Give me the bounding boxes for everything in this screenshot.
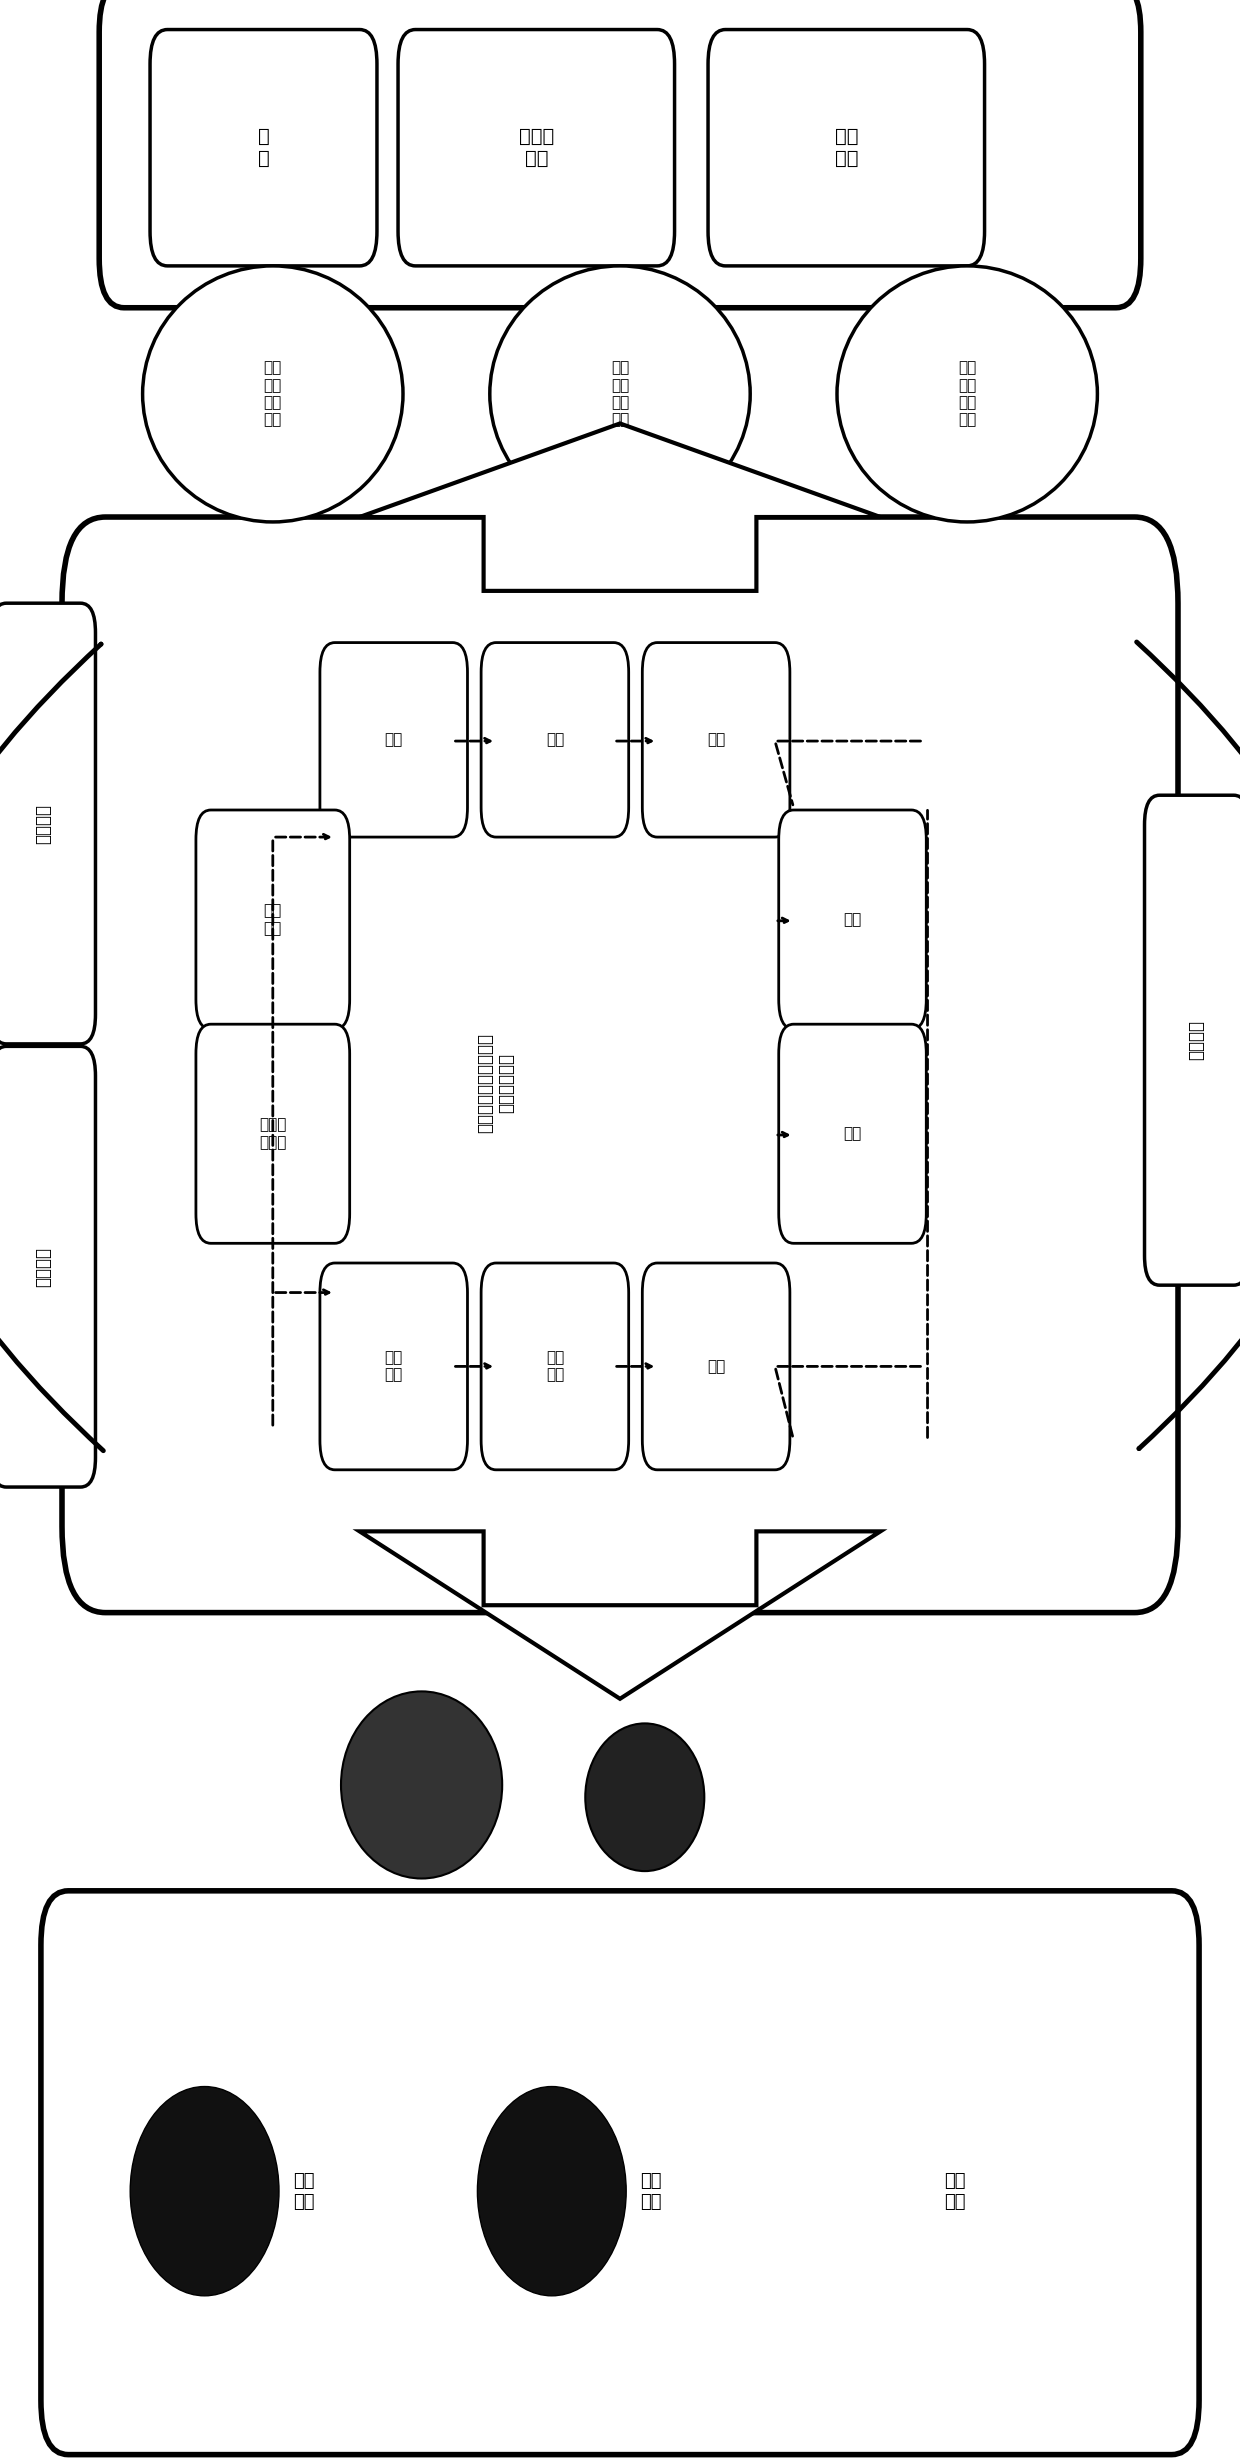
- Polygon shape: [360, 1531, 880, 1699]
- Text: 应用
智能
终端
系统: 应用 智能 终端 系统: [264, 359, 281, 428]
- FancyBboxPatch shape: [708, 30, 985, 266]
- Text: 应用
测试: 应用 测试: [384, 1349, 403, 1384]
- Text: 全
优: 全 优: [258, 128, 269, 167]
- FancyBboxPatch shape: [41, 1891, 1199, 2455]
- Text: 测试发布: 测试发布: [35, 803, 52, 844]
- FancyBboxPatch shape: [0, 603, 95, 1044]
- FancyBboxPatch shape: [150, 30, 377, 266]
- Text: 应用
注册: 应用 注册: [546, 1349, 564, 1384]
- Ellipse shape: [341, 1691, 502, 1879]
- FancyBboxPatch shape: [62, 517, 1178, 1613]
- Ellipse shape: [490, 266, 750, 522]
- Text: 提供应用: 提供应用: [35, 1246, 52, 1288]
- FancyBboxPatch shape: [196, 810, 350, 1029]
- Text: 选择性
优化: 选择性 优化: [518, 128, 554, 167]
- FancyBboxPatch shape: [779, 810, 926, 1029]
- Text: 应用
智能
终端
系统: 应用 智能 终端 系统: [959, 359, 976, 428]
- Text: 应用
商城: 应用 商城: [640, 2171, 662, 2211]
- Text: 监测: 监测: [843, 911, 862, 928]
- FancyBboxPatch shape: [779, 1024, 926, 1243]
- FancyBboxPatch shape: [481, 643, 629, 837]
- Ellipse shape: [837, 266, 1097, 522]
- Ellipse shape: [143, 266, 403, 522]
- FancyArrowPatch shape: [1137, 643, 1240, 1448]
- FancyArrowPatch shape: [0, 645, 103, 1450]
- FancyBboxPatch shape: [398, 30, 675, 266]
- Text: 安装: 安装: [546, 731, 564, 748]
- Polygon shape: [360, 423, 880, 591]
- Ellipse shape: [477, 2088, 626, 2295]
- Text: 更新
通知: 更新 通知: [835, 128, 858, 167]
- Text: 智能配变终端应用中心
应用生态系统: 智能配变终端应用中心 应用生态系统: [476, 1034, 516, 1133]
- FancyBboxPatch shape: [642, 1263, 790, 1470]
- FancyBboxPatch shape: [320, 1263, 467, 1470]
- FancyBboxPatch shape: [320, 643, 467, 837]
- Text: 综合
监管: 综合 监管: [944, 2171, 966, 2211]
- Text: 评价反馈: 评价反馈: [1188, 1019, 1205, 1061]
- Text: 下载: 下载: [384, 731, 403, 748]
- Text: 反馈: 反馈: [707, 1359, 725, 1374]
- Text: 评价: 评价: [843, 1125, 862, 1142]
- Text: 访问权
限配置: 访问权 限配置: [259, 1118, 286, 1150]
- FancyBboxPatch shape: [481, 1263, 629, 1470]
- FancyBboxPatch shape: [1145, 795, 1240, 1285]
- FancyBboxPatch shape: [99, 0, 1141, 308]
- Text: 更新: 更新: [707, 731, 725, 748]
- Text: 应用
发布: 应用 发布: [293, 2171, 315, 2211]
- Text: 应用
智能
终端
系统: 应用 智能 终端 系统: [611, 359, 629, 428]
- Ellipse shape: [585, 1723, 704, 1871]
- Text: 应用
列表: 应用 列表: [264, 904, 281, 936]
- FancyBboxPatch shape: [0, 1046, 95, 1487]
- FancyBboxPatch shape: [642, 643, 790, 837]
- FancyBboxPatch shape: [196, 1024, 350, 1243]
- Ellipse shape: [130, 2088, 279, 2295]
